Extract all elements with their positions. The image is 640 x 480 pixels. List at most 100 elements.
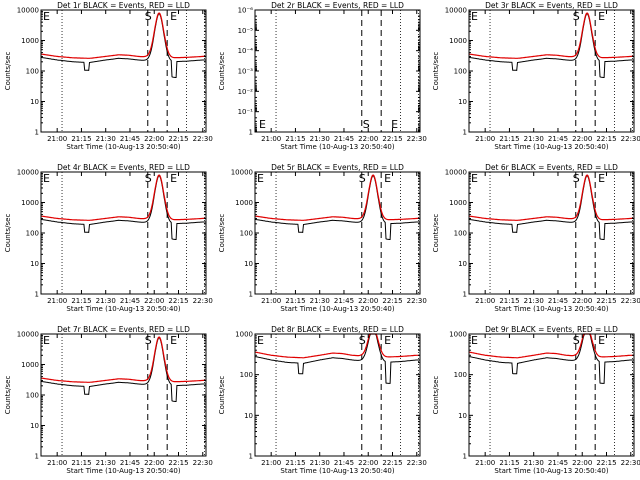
x-tick-label: 21:15: [285, 297, 305, 305]
x-axis-label: Start Time (10-Aug-13 20:50:40): [494, 143, 608, 151]
x-tick-label: 21:45: [120, 297, 140, 305]
y-tick-label: 10000: [17, 331, 39, 339]
y-tick-label: 1000: [21, 37, 39, 45]
panel-title: Det 4r BLACK = Events, RED = LLD: [57, 163, 190, 172]
y-axis-label: Counts/sec: [432, 52, 440, 91]
y-axis-label: Counts/sec: [4, 376, 12, 415]
marker-e: E: [384, 172, 391, 185]
x-tick-label: 22:00: [358, 297, 378, 305]
x-tick-label: 22:15: [168, 297, 188, 305]
x-tick-label: 22:15: [596, 297, 616, 305]
x-tick-label: 21:00: [475, 135, 495, 143]
x-tick-label: 21:00: [47, 459, 67, 467]
x-tick-label: 21:00: [47, 297, 67, 305]
y-tick-label: 10000: [17, 7, 39, 15]
y-tick-label: 10: [458, 98, 467, 106]
marker-e: E: [170, 172, 177, 185]
marker-e-left: E: [257, 172, 264, 185]
lld-curve: [468, 12, 634, 59]
x-tick-label: 21:15: [285, 459, 305, 467]
y-tick-label: 10000: [17, 169, 39, 177]
detector-panel-2: Det 2r BLACK = Events, RED = LLD E S E 10⁻⁶ 1…: [218, 1, 427, 151]
y-tick-label: 100: [26, 230, 39, 238]
x-axis-label: Start Time (10-Aug-13 20:50:40): [494, 305, 608, 313]
x-tick-label: 21:30: [524, 297, 544, 305]
x-tick-label: 22:00: [572, 459, 592, 467]
x-tick-label: 21:00: [261, 459, 281, 467]
x-tick-label: 21:30: [524, 459, 544, 467]
x-tick-label: 21:15: [499, 297, 519, 305]
marker-s: S: [145, 10, 152, 23]
marker-e-left: E: [43, 172, 50, 185]
axes-frame: [40, 171, 207, 295]
x-tick-label: 22:15: [596, 459, 616, 467]
marker-e: E: [170, 10, 177, 23]
x-tick-label: 21:00: [261, 297, 281, 305]
axes-frame: [254, 171, 421, 295]
marker-e-left: E: [43, 334, 50, 347]
x-tick-label: 22:15: [382, 135, 402, 143]
x-tick-label: 21:45: [120, 135, 140, 143]
x-tick-label: 22:30: [193, 297, 213, 305]
x-tick-label: 22:00: [358, 135, 378, 143]
x-tick-label: 22:30: [407, 135, 427, 143]
x-tick-label: 21:45: [548, 135, 568, 143]
x-tick-label: 21:45: [120, 459, 140, 467]
y-tick-label: 1000: [235, 199, 253, 207]
x-axis-label: Start Time (10-Aug-13 20:50:40): [280, 467, 394, 475]
marker-e: E: [598, 172, 605, 185]
x-tick-label: 21:00: [475, 297, 495, 305]
panel-title: Det 2r BLACK = Events, RED = LLD: [271, 1, 404, 10]
y-axis-label: Counts/sec: [4, 214, 12, 253]
x-tick-label: 21:15: [71, 297, 91, 305]
x-tick-label: 21:45: [548, 297, 568, 305]
y-tick-label: 1: [249, 453, 253, 461]
lld-curve: [40, 12, 206, 59]
y-tick-label: 1000: [449, 199, 467, 207]
y-tick-label: 100: [454, 230, 467, 238]
marker-e-left: E: [259, 118, 266, 131]
x-tick-label: 22:00: [572, 297, 592, 305]
y-tick-label: 100: [26, 392, 39, 400]
x-tick-label: 21:15: [71, 459, 91, 467]
marker-s: S: [363, 118, 370, 131]
x-tick-label: 21:45: [334, 297, 354, 305]
y-tick-label: 10: [458, 412, 467, 420]
y-tick-label: 10: [244, 412, 253, 420]
marker-e: E: [598, 10, 605, 23]
marker-s: S: [145, 172, 152, 185]
x-tick-label: 22:00: [144, 297, 164, 305]
panel-title: Det 8r BLACK = Events, RED = LLD: [271, 325, 404, 334]
x-tick-label: 22:30: [407, 297, 427, 305]
y-axis-label: Counts/sec: [218, 376, 226, 415]
axes-frame: [40, 9, 207, 133]
marker-e-left: E: [257, 334, 264, 347]
y-tick-label: 10⁻⁴: [238, 47, 254, 55]
x-tick-label: 22:00: [144, 135, 164, 143]
y-axis-label: Counts/sec: [218, 52, 226, 91]
y-tick-label: 10: [30, 260, 39, 268]
y-tick-label: 10⁻²: [238, 88, 254, 96]
marker-e: E: [391, 118, 398, 131]
y-axis-label: Counts/sec: [432, 376, 440, 415]
marker-e: E: [384, 334, 391, 347]
events-curve: [468, 175, 634, 240]
y-tick-label: 10: [30, 98, 39, 106]
x-tick-label: 21:30: [96, 297, 116, 305]
x-tick-label: 22:30: [621, 459, 640, 467]
x-axis-label: Start Time (10-Aug-13 20:50:40): [494, 467, 608, 475]
x-tick-label: 21:45: [334, 459, 354, 467]
events-curve: [254, 175, 420, 240]
y-axis-label: Counts/sec: [4, 52, 12, 91]
y-tick-label: 10: [244, 260, 253, 268]
lld-curve: [468, 174, 634, 221]
y-axis-label: Counts/sec: [218, 214, 226, 253]
axes-frame: [468, 333, 635, 457]
y-tick-label: 10: [458, 260, 467, 268]
y-tick-label: 1000: [449, 37, 467, 45]
